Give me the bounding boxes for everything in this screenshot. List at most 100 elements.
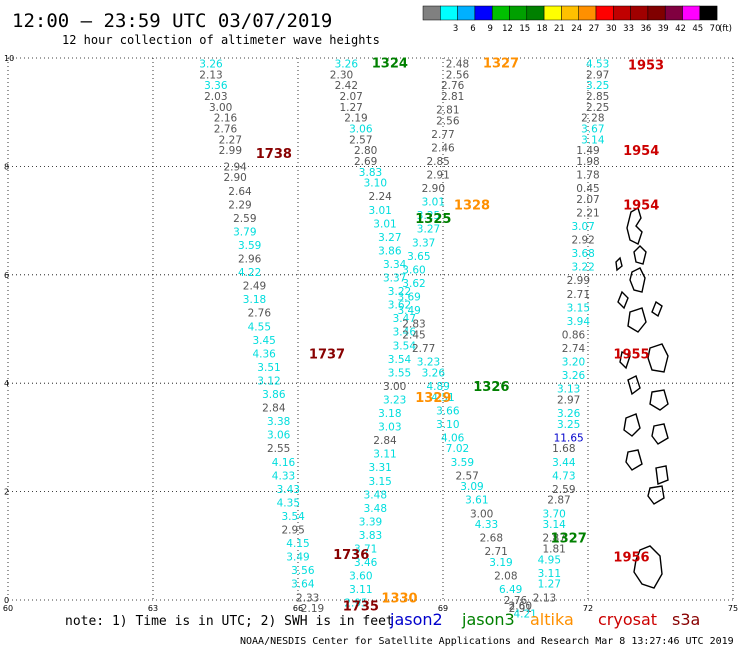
wave-height-value: 2.71: [484, 546, 507, 558]
wave-height-value: 3.60: [402, 264, 425, 276]
wave-height-value: 2.03: [204, 91, 227, 103]
wave-height-value: 4.95: [538, 554, 561, 566]
wave-height-value: 3.14: [581, 134, 605, 146]
wave-height-value: 2.60: [509, 600, 532, 612]
wave-height-value: 2.57: [455, 470, 478, 482]
wave-height-value: 2.48: [446, 58, 469, 70]
wave-height-value: 4.36: [252, 348, 276, 360]
pass-time-label: 1326: [473, 380, 509, 395]
wave-height-value: 4.51: [431, 392, 454, 404]
satellite-name: jason3: [461, 610, 515, 629]
wave-height-value: 4.06: [441, 432, 465, 444]
wave-height-value: 3.38: [267, 416, 290, 428]
wave-height-value: 1.49: [576, 145, 599, 157]
wave-height-value: 3.67: [581, 123, 604, 135]
wave-height-value: 4.16: [272, 457, 296, 469]
wave-height-value: 3.25: [586, 80, 609, 92]
wave-height-value: 2.95: [281, 525, 304, 537]
wave-height-value: 3.11: [538, 568, 561, 580]
legend-unit: (ft): [719, 24, 732, 34]
legend-swatch: [543, 5, 562, 21]
wave-height-value: 3.34: [383, 259, 407, 271]
legend-swatch: [474, 5, 493, 21]
legend-swatch: [491, 5, 510, 21]
wave-height-value: 3.31: [368, 462, 391, 474]
wave-height-value: 3.61: [465, 495, 488, 507]
wave-height-value: 3.39: [359, 516, 382, 528]
wave-height-value: 3.94: [567, 316, 591, 328]
legend-swatch: [647, 5, 666, 21]
legend-label: 27: [589, 24, 600, 34]
wave-height-value: 3.79: [233, 226, 256, 238]
legend-label: 36: [640, 24, 651, 34]
wave-height-value: 3.46: [354, 557, 378, 569]
wave-height-value: 1.81: [542, 544, 565, 556]
wave-height-value: 4.73: [552, 470, 575, 482]
wave-height-value: 3.26: [557, 408, 581, 420]
wave-height-value: 3.09: [460, 481, 483, 493]
legend-swatch: [561, 5, 579, 21]
wave-height-value: 3.11: [349, 584, 372, 596]
wave-height-value: 3.83: [359, 167, 382, 179]
wave-height-value: 3.62: [388, 300, 411, 312]
legend-label: 30: [606, 24, 617, 34]
wave-height-value: 4.53: [586, 58, 609, 70]
y-tick-label: 2: [4, 488, 9, 497]
wave-height-value: 2.99: [219, 145, 242, 157]
pass-time-label: 1738: [256, 147, 292, 162]
wave-height-value: 3.47: [393, 313, 416, 325]
wave-height-value: 2.42: [335, 80, 358, 92]
wave-height-value: 3.25: [417, 210, 440, 222]
wave-height-value: 3.54: [388, 354, 412, 366]
wave-height-value: 2.91: [509, 603, 532, 615]
legend-swatch: [630, 5, 649, 21]
wave-height-value: 4.33: [272, 470, 295, 482]
wave-height-value: 3.37: [383, 273, 406, 285]
wave-height-value: 3.23: [383, 394, 406, 406]
wave-height-value: 2.81: [436, 104, 459, 116]
legend-label: 3: [453, 24, 458, 34]
wave-height-value: 2.27: [219, 134, 242, 146]
pass-time-label: 1737: [309, 347, 345, 362]
wave-height-value: 2.49: [243, 281, 266, 293]
wave-height-value: 3.01: [422, 197, 445, 209]
y-tick-label: 10: [4, 54, 14, 63]
wave-height-value: 1.68: [552, 443, 575, 455]
x-tick-label: 63: [148, 604, 158, 613]
wave-height-value: 2.97: [557, 394, 580, 406]
page-title: 12:00 – 23:59 UTC 03/07/2019: [12, 10, 332, 32]
legend-swatch: [682, 5, 701, 21]
wave-height-value: 3.71: [354, 544, 377, 556]
wave-height-value: 2.55: [267, 443, 290, 455]
wave-height-value: 3.00: [383, 381, 406, 393]
wave-height-value: 3.22: [388, 286, 411, 298]
legend-label: 45: [692, 24, 703, 34]
legend-label: 21: [554, 24, 565, 34]
wave-height-value: 2.07: [576, 194, 599, 206]
wave-height-value: 2.30: [330, 69, 353, 81]
wave-height-value: 3.46: [393, 327, 417, 339]
wave-height-value: 3.56: [291, 565, 315, 577]
wave-height-value: 2.13: [533, 592, 556, 604]
grid-lines: [7, 57, 734, 601]
wave-height-value: 3.01: [373, 218, 396, 230]
wave-height-value: 3.19: [489, 557, 512, 569]
legend-label: 42: [675, 24, 686, 34]
wave-height-value: 2.68: [480, 533, 503, 545]
pass-time-label: 1329: [415, 391, 451, 406]
wave-height-value: 2.71: [567, 289, 590, 301]
wave-height-value: 3.54: [393, 340, 417, 352]
legend-swatch: [422, 5, 441, 21]
satellite-name: altika: [530, 610, 574, 629]
pass-time-label: 1324: [372, 56, 408, 71]
pass-time-label: 1735: [343, 599, 379, 614]
wave-height-value: 3.51: [257, 362, 280, 374]
legend-label: 18: [537, 24, 548, 34]
x-tick-label: 60: [3, 604, 13, 613]
wave-height-value: 2.99: [567, 275, 590, 287]
wave-height-value: 2.92: [571, 235, 594, 247]
wave-height-value: 1.78: [576, 170, 599, 182]
x-tick-label: 66: [293, 604, 303, 613]
wave-height-value: 2.19: [301, 603, 324, 615]
wave-height-value: 7.02: [446, 443, 469, 455]
